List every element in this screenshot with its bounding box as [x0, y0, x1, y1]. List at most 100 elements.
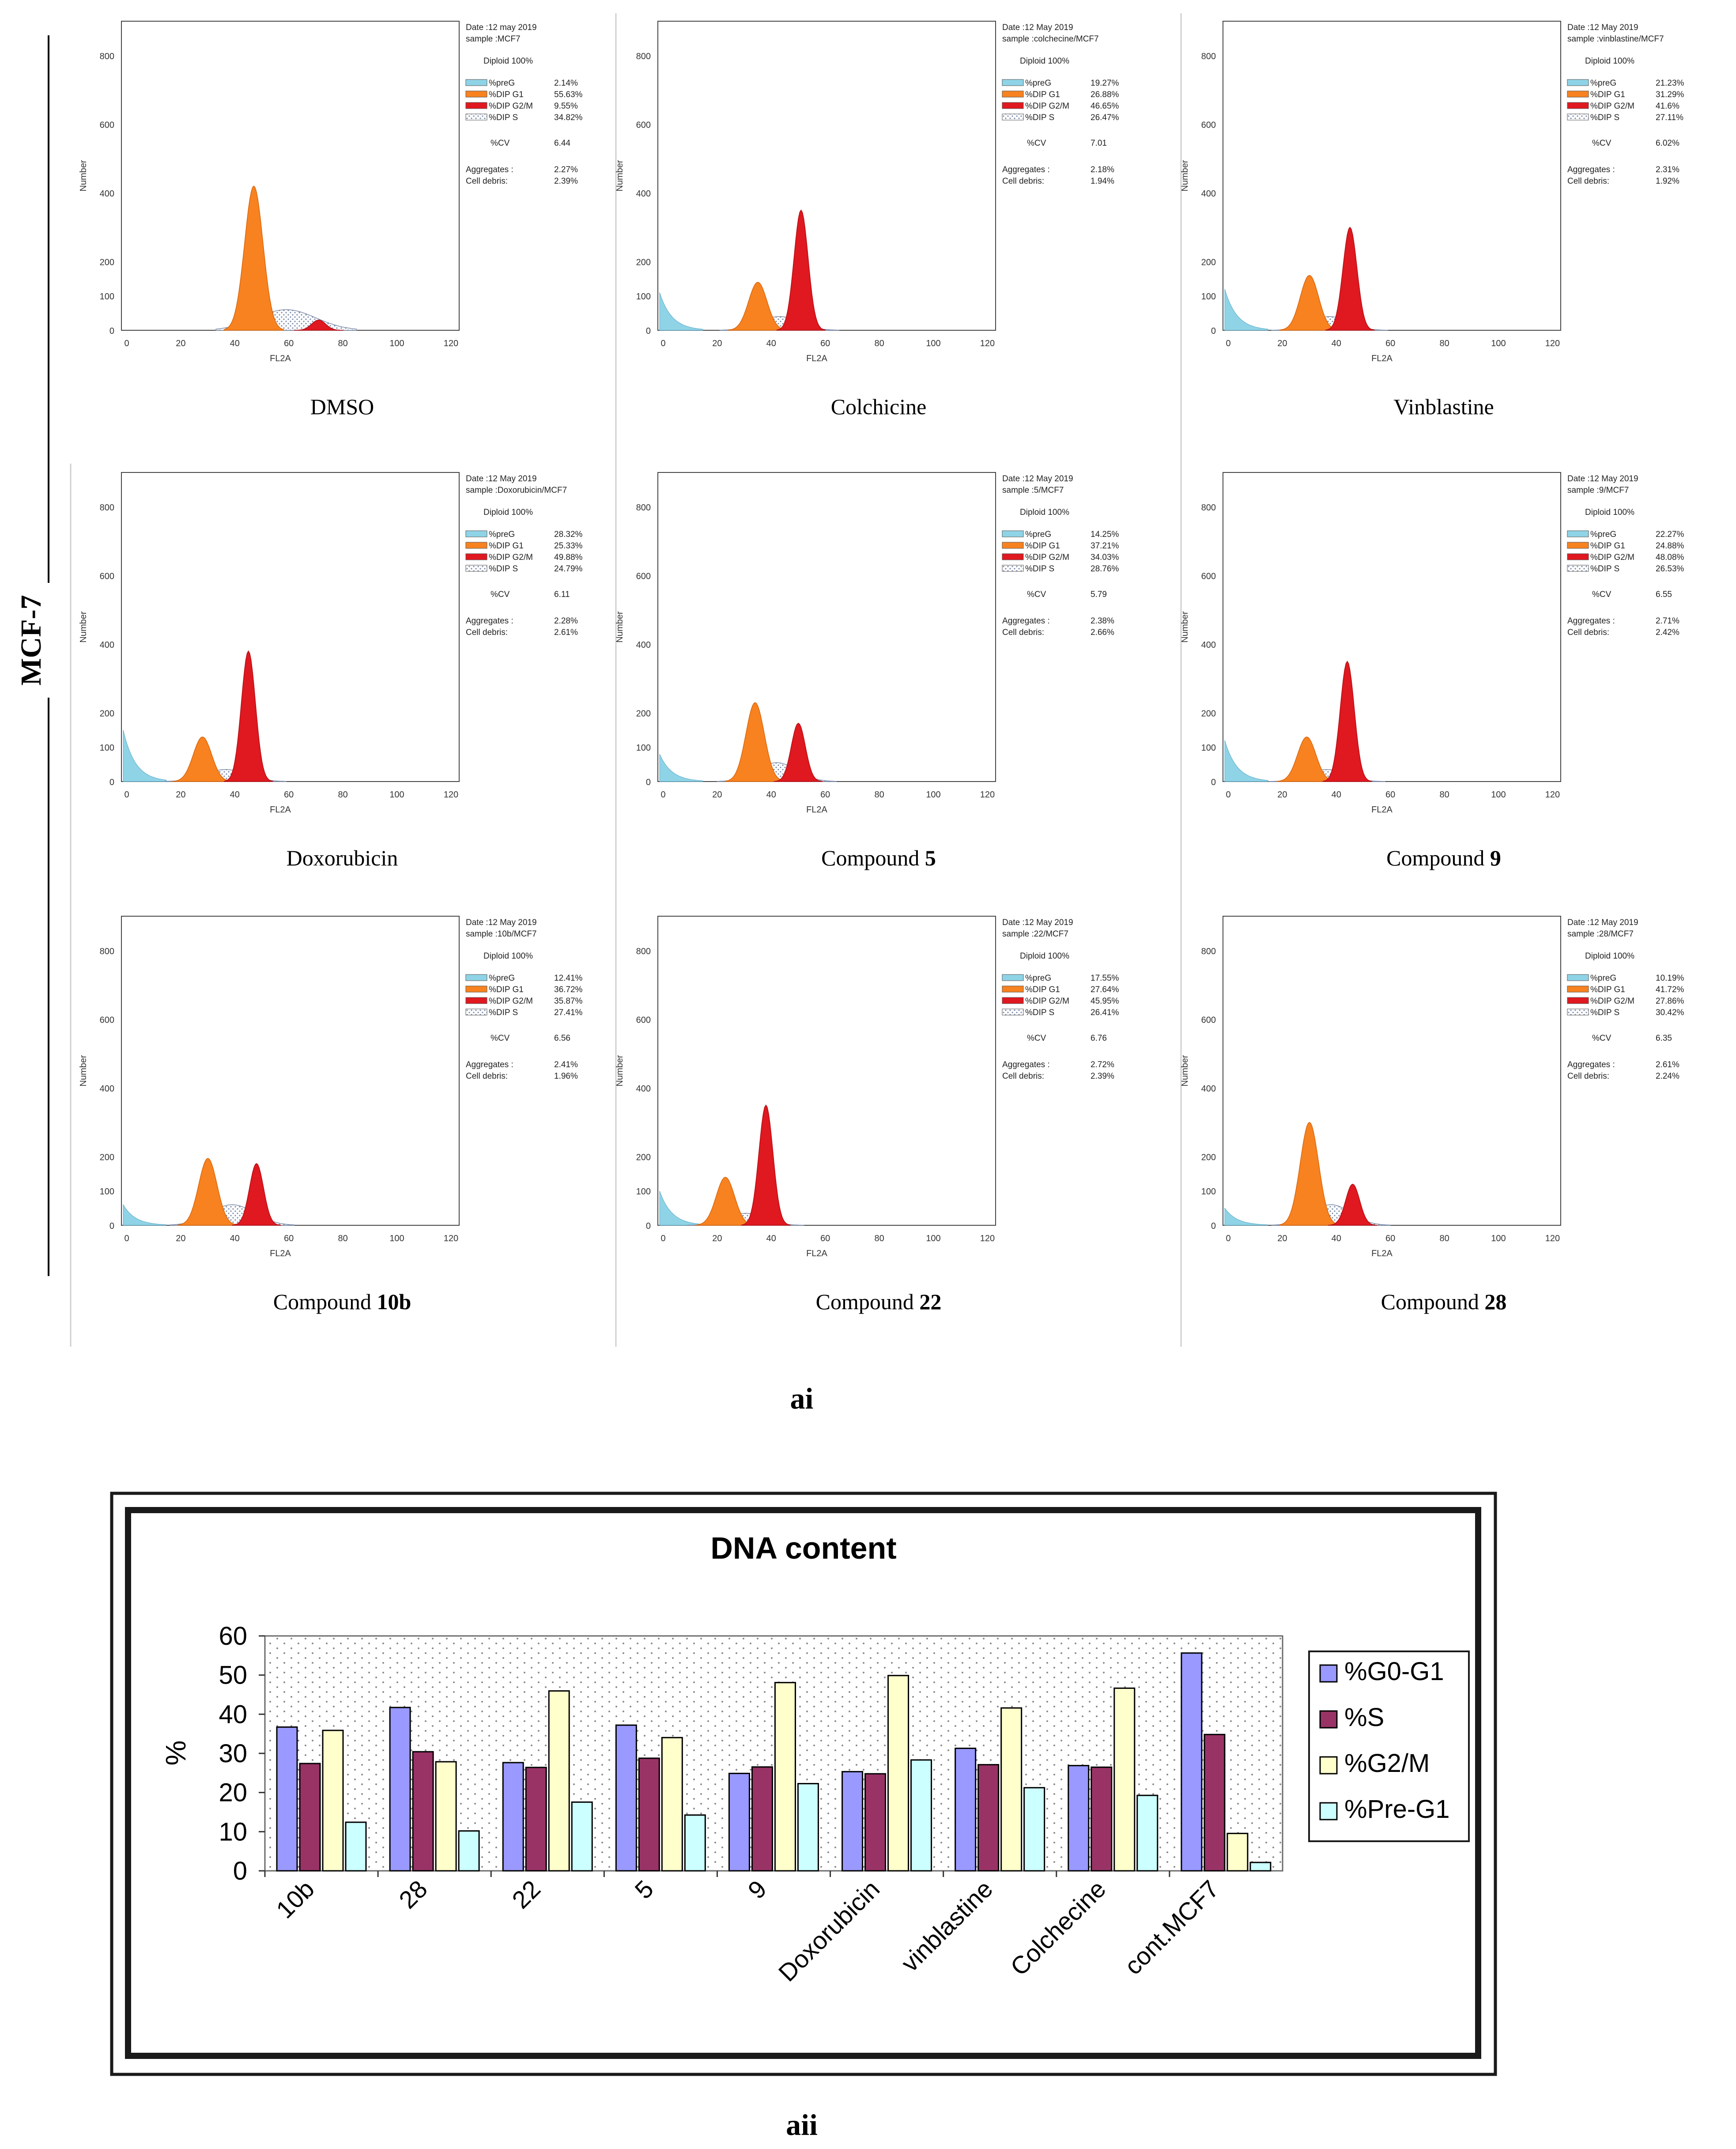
histogram-g2m-peak: [776, 209, 826, 331]
histogram-g1-peak: [725, 702, 785, 782]
histogram-plot-frame: [121, 472, 460, 782]
histogram-debris-value: 2.66%: [1091, 628, 1114, 637]
histogram-caption-text: Compound: [1386, 846, 1490, 870]
histogram-x-label: FL2A: [270, 354, 291, 363]
histogram-legend-value: 21.23%: [1656, 79, 1684, 88]
histogram-y-label: Number: [1180, 611, 1190, 642]
histogram-legend-swatch: [1567, 113, 1589, 121]
histogram-x-tick: 0: [660, 339, 665, 348]
histogram-g2m-peak: [223, 650, 273, 782]
histogram-legend-swatch: [465, 553, 487, 560]
histogram-y-tick: 100: [1201, 1187, 1216, 1197]
histogram-x-tick: 120: [980, 339, 995, 348]
histogram-agg-value: 2.18%: [1091, 165, 1114, 174]
chart-title: DNA content: [710, 1531, 896, 1565]
histogram-legend-value: 46.65%: [1091, 102, 1119, 111]
histogram-legend-swatch: [1002, 113, 1024, 121]
histogram-x-tick: 40: [766, 339, 776, 348]
histogram-x-tick: 60: [820, 790, 830, 800]
histogram-x-tick: 100: [926, 1234, 940, 1243]
legend-label: %G0-G1: [1344, 1657, 1444, 1686]
side-label-group: MCF-7: [15, 35, 49, 1276]
histogram-debris-value: 2.42%: [1656, 628, 1679, 637]
histogram-date: Date :12 May 2019: [1002, 918, 1073, 927]
histogram-y-tick: 400: [636, 1084, 651, 1094]
histogram-y-label: Number: [79, 160, 88, 191]
histogram-sample: sample :vinblastine/MCF7: [1567, 34, 1664, 44]
histogram-legend-swatch: [1002, 553, 1024, 560]
histogram-y-tick: 800: [100, 52, 114, 61]
histogram-x-tick: 40: [1332, 790, 1341, 800]
histogram-legend-value: 28.76%: [1091, 564, 1119, 574]
histogram-y-tick: 400: [1201, 189, 1216, 199]
histogram-x-tick: 20: [176, 790, 185, 800]
histogram-compound-5: 0 100 200 400 600 800 0 20 40 60 80 100 120 Number FL2…: [615, 472, 1119, 870]
histogram-plot-frame: [657, 472, 996, 782]
histogram-caption-text: Doxorubicin: [287, 846, 398, 870]
histogram-legend-label: %DIP S: [489, 564, 518, 574]
histogram-y-tick: 100: [636, 292, 651, 302]
histogram-legend-value: 48.08%: [1656, 553, 1684, 562]
histogram-sample: sample :Doxorubicin/MCF7: [466, 486, 567, 495]
histogram-cv-value: 6.44: [554, 139, 570, 148]
histogram-diploid: Diploid 100%: [483, 57, 533, 66]
histogram-cv-label: %CV: [491, 590, 510, 599]
histogram-g2m-peak: [1325, 227, 1375, 331]
histogram-legend-label: %DIP S: [1025, 113, 1054, 122]
histogram-cv-label: %CV: [1592, 1034, 1611, 1043]
histogram-sample: sample :22/MCF7: [1002, 929, 1068, 939]
histogram-cv-label: %CV: [1592, 139, 1611, 148]
histogram-x-tick: 120: [1545, 1234, 1560, 1243]
histogram-x-tick: 120: [444, 790, 458, 800]
histogram-date: Date :12 May 2019: [1567, 918, 1638, 927]
legend-swatch: [1319, 1756, 1338, 1775]
histogram-legend-label: %DIP S: [1590, 1008, 1619, 1017]
histogram-legend-label: %preG: [1590, 974, 1616, 983]
histogram-agg-label: Aggregates :: [1567, 616, 1615, 626]
histogram-debris-label: Cell debris:: [1567, 177, 1609, 186]
histogram-legend-label: %DIP G2/M: [1025, 997, 1069, 1006]
histogram-legend-label: %DIP G1: [1590, 985, 1625, 994]
histogram-legend-label: %DIP G2/M: [489, 997, 533, 1006]
histogram-y-tick: 0: [646, 326, 651, 336]
histogram-x-tick: 40: [230, 790, 240, 800]
histogram-legend-label: %preG: [1590, 530, 1616, 539]
bar-preg1: [458, 1830, 480, 1872]
histogram-x-tick: 60: [820, 1234, 830, 1243]
histogram-y-tick: 0: [1211, 326, 1216, 336]
histogram-y-tick: 200: [100, 257, 114, 267]
histogram-legend-label: %DIP G1: [1590, 90, 1625, 99]
bar-s: [751, 1766, 773, 1872]
histogram-legend-swatch: [1002, 79, 1024, 86]
histogram-legend-value: 36.72%: [554, 985, 583, 994]
bar-s: [977, 1764, 1000, 1872]
histogram-legend-label: %DIP G1: [489, 541, 524, 551]
histogram-g1-peak: [172, 736, 233, 782]
histogram-caption-text: Compound: [1381, 1289, 1485, 1314]
histogram-legend-swatch: [1567, 553, 1589, 560]
histogram-plot-frame: [1223, 472, 1561, 782]
histogram-debris-label: Cell debris:: [466, 628, 508, 637]
histogram-colchicine: 0 100 200 400 600 800 0 20 40 60 80 100 120 Number FL2…: [615, 21, 1119, 419]
histogram-legend-swatch: [1002, 91, 1024, 98]
histogram-legend-label: %preG: [1025, 974, 1051, 983]
bar-g2m: [435, 1761, 457, 1872]
histogram-caption-text: Compound: [273, 1289, 377, 1314]
histogram-caption-text: DMSO: [310, 394, 374, 419]
histogram-legend-value: 10.19%: [1656, 974, 1684, 983]
histogram-x-tick: 120: [980, 1234, 995, 1243]
histogram-legend-value: 27.41%: [554, 1008, 583, 1017]
histogram-x-tick: 100: [926, 790, 940, 800]
histogram-y-tick: 600: [1201, 120, 1216, 130]
bar-preg1: [1023, 1787, 1045, 1872]
histogram-x-tick: 0: [124, 790, 129, 800]
histogram-caption: Compound 22: [816, 1289, 942, 1314]
histogram-x-tick: 100: [389, 1234, 404, 1243]
histogram-legend-value: 49.88%: [554, 553, 583, 562]
histogram-x-tick: 40: [230, 339, 240, 348]
histogram-x-tick: 20: [712, 1234, 722, 1243]
histogram-legend-label: %preG: [1590, 79, 1616, 88]
histogram-legend-swatch: [1567, 974, 1589, 981]
histogram-date: Date :12 May 2019: [466, 918, 537, 927]
bar-g2m: [1000, 1707, 1023, 1872]
